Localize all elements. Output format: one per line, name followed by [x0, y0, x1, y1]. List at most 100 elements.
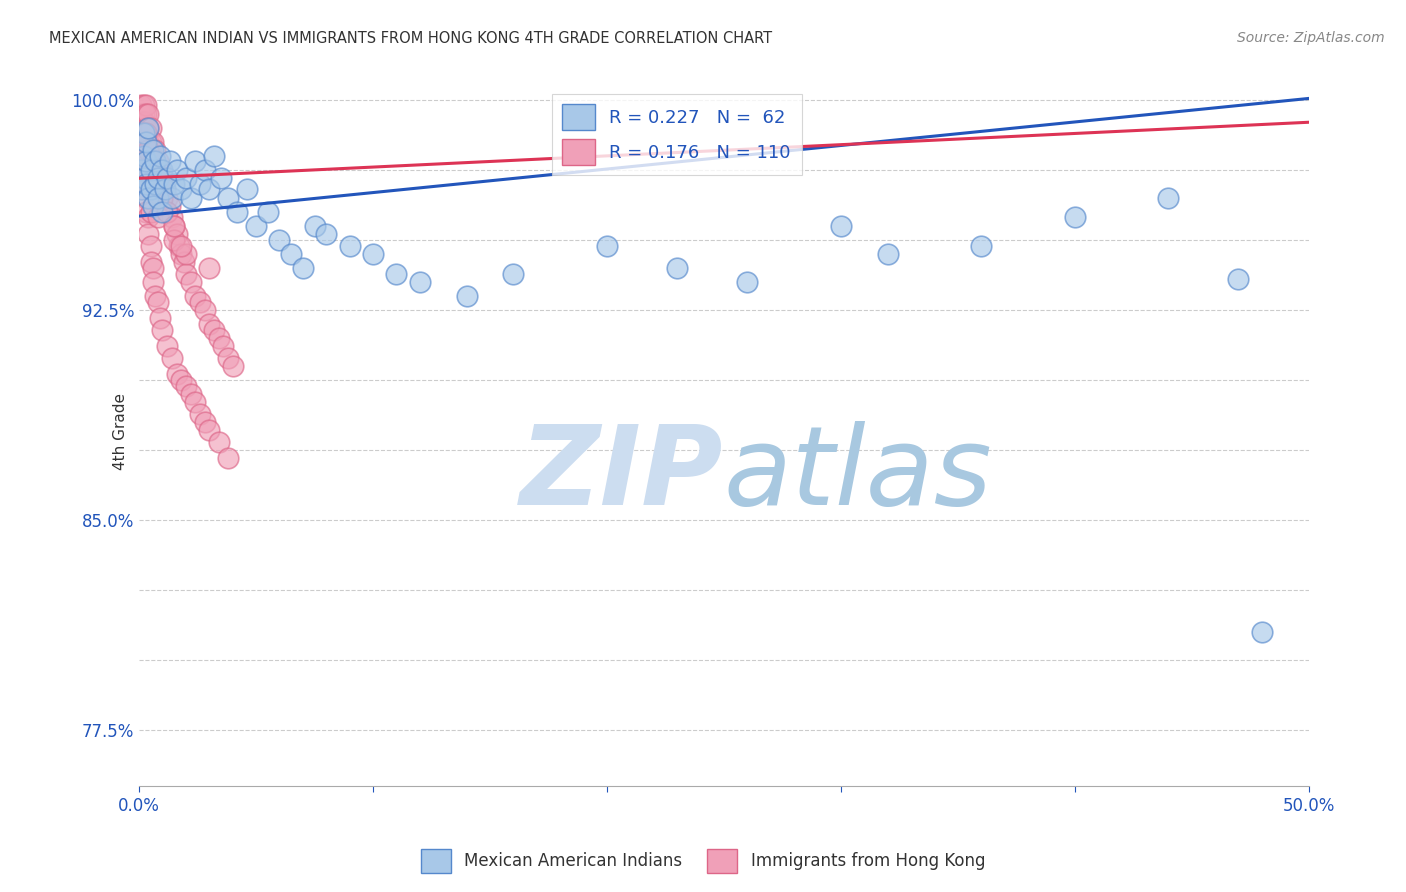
Point	[139, 120, 162, 135]
Point	[131, 162, 153, 177]
Point	[166, 368, 188, 382]
Point	[132, 149, 155, 163]
Point	[156, 191, 179, 205]
Point	[131, 143, 153, 157]
Point	[138, 120, 160, 135]
Point	[149, 149, 172, 163]
Point	[156, 171, 179, 186]
Point	[194, 302, 217, 317]
Point	[135, 191, 157, 205]
Point	[132, 154, 155, 169]
Point	[173, 255, 195, 269]
Point	[132, 127, 155, 141]
Point	[163, 177, 186, 191]
Point	[166, 162, 188, 177]
Point	[139, 205, 162, 219]
Point	[139, 162, 162, 177]
Point	[138, 107, 160, 121]
Point	[132, 98, 155, 112]
Point	[163, 233, 186, 247]
Point	[135, 107, 157, 121]
Point	[138, 211, 160, 225]
Point	[339, 238, 361, 252]
Point	[139, 149, 162, 163]
Point	[135, 135, 157, 149]
Point	[149, 177, 172, 191]
Point	[256, 205, 278, 219]
Point	[131, 162, 153, 177]
Point	[160, 351, 183, 365]
Point	[217, 191, 239, 205]
Text: atlas: atlas	[724, 421, 993, 528]
Point	[145, 177, 167, 191]
Point	[188, 407, 211, 421]
Point	[145, 143, 167, 157]
Point	[132, 171, 155, 186]
Point	[163, 219, 186, 233]
Point	[135, 177, 157, 191]
Point	[132, 115, 155, 129]
Point	[149, 162, 172, 177]
Point	[131, 154, 153, 169]
Point	[152, 196, 174, 211]
Point	[142, 275, 165, 289]
Point	[315, 227, 337, 242]
Point	[145, 289, 167, 303]
Point	[152, 191, 174, 205]
Point	[198, 182, 221, 196]
Point	[156, 205, 179, 219]
Point	[132, 171, 155, 186]
Point	[146, 171, 169, 186]
Point	[159, 199, 181, 213]
Point	[142, 149, 165, 163]
Point	[153, 182, 176, 196]
Point	[1250, 625, 1272, 640]
Point	[152, 205, 174, 219]
Point	[132, 182, 155, 196]
Point	[163, 219, 186, 233]
Point	[135, 149, 157, 163]
Point	[153, 182, 176, 196]
Point	[1227, 272, 1250, 286]
Point	[160, 211, 183, 225]
Point	[970, 238, 993, 252]
Point	[409, 275, 432, 289]
Point	[174, 267, 197, 281]
Point	[138, 177, 160, 191]
Point	[180, 191, 202, 205]
Point	[217, 451, 239, 466]
Point	[174, 171, 197, 186]
Point	[145, 154, 167, 169]
Point	[235, 182, 257, 196]
Point	[152, 322, 174, 336]
Point	[304, 219, 326, 233]
Point	[876, 247, 898, 261]
Point	[139, 177, 162, 191]
Point	[142, 199, 165, 213]
Point	[139, 182, 162, 196]
Point	[135, 135, 157, 149]
Point	[138, 162, 160, 177]
Y-axis label: 4th Grade: 4th Grade	[112, 393, 128, 470]
Point	[159, 154, 181, 169]
Point	[135, 127, 157, 141]
Point	[1063, 211, 1085, 225]
Point	[132, 135, 155, 149]
Point	[456, 289, 478, 303]
Point	[135, 120, 157, 135]
Point	[139, 135, 162, 149]
Point	[170, 238, 193, 252]
Point	[184, 395, 207, 409]
Point	[138, 191, 160, 205]
Point	[291, 260, 314, 275]
Point	[152, 162, 174, 177]
Point	[135, 205, 157, 219]
Point	[212, 339, 235, 353]
Point	[245, 219, 267, 233]
Point	[132, 143, 155, 157]
Point	[207, 434, 229, 449]
Point	[146, 294, 169, 309]
Point	[280, 247, 302, 261]
Point	[221, 359, 243, 373]
Point	[149, 191, 172, 205]
